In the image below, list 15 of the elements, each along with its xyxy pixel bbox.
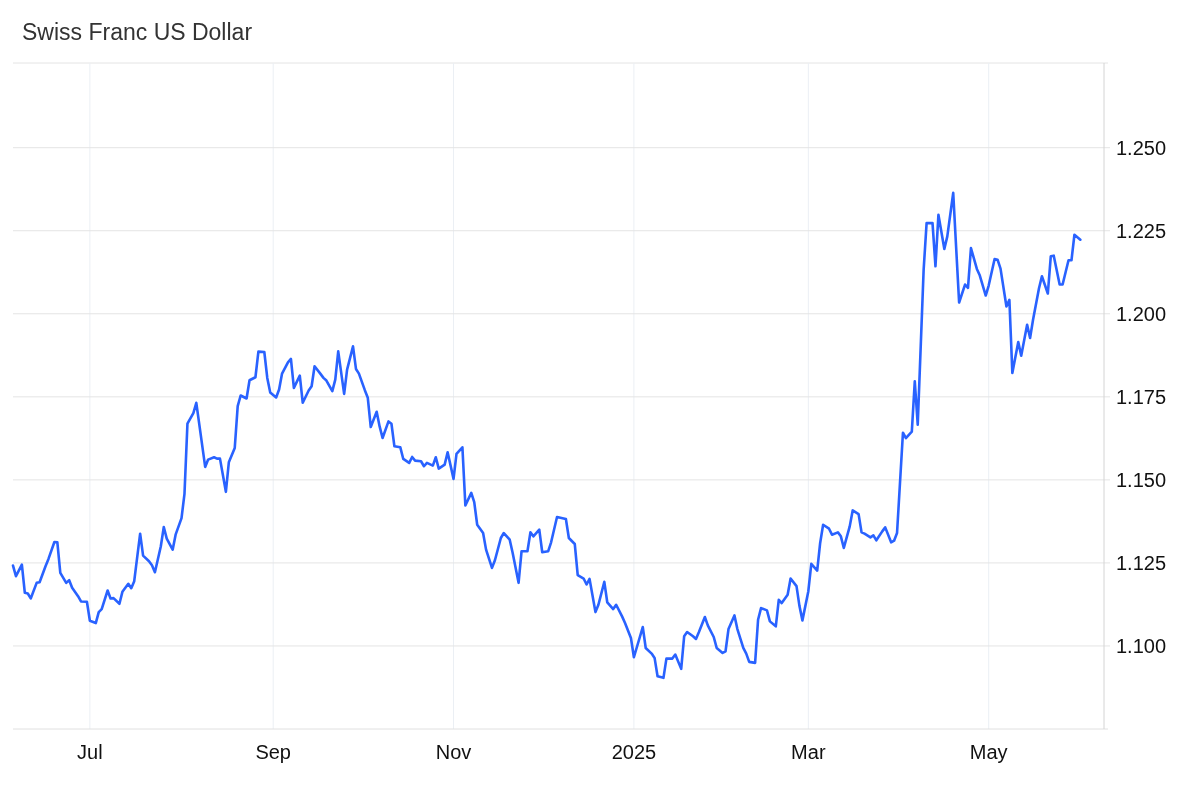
y-tick-label: 1.125	[1116, 551, 1167, 574]
x-tick-label: Mar	[791, 741, 826, 763]
line-series	[11, 191, 1082, 680]
chart-title: Swiss Franc US Dollar	[22, 19, 253, 45]
y-tick-label: 1.200	[1116, 302, 1167, 325]
y-tick-label: 1.175	[1116, 385, 1167, 408]
x-tick-label: Sep	[255, 741, 291, 763]
y-tick-label: 1.250	[1116, 136, 1167, 159]
x-tick-label: Jul	[77, 741, 103, 763]
y-tick-label: 1.100	[1116, 634, 1167, 657]
x-tick-label: 2025	[611, 741, 657, 763]
y-tick-label: 1.150	[1116, 468, 1167, 491]
y-tick-label: 1.225	[1116, 219, 1167, 242]
x-tick-label: Nov	[435, 741, 472, 763]
x-tick-label: May	[969, 741, 1008, 763]
